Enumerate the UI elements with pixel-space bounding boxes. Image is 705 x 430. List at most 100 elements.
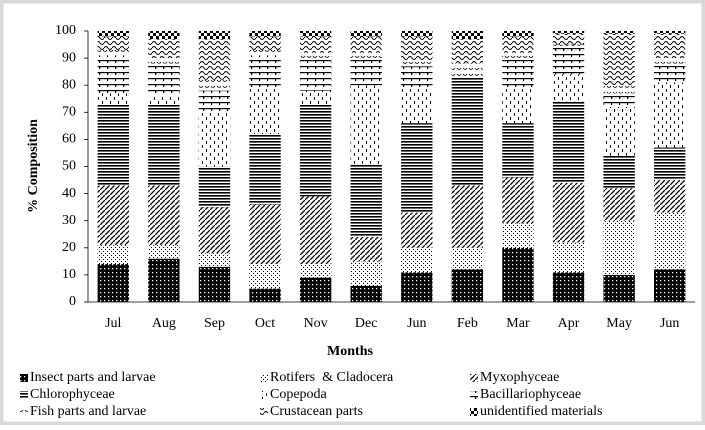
bar-segment [198, 266, 231, 302]
bar-segment [603, 155, 635, 189]
legend-swatch [20, 374, 28, 382]
bar-segment [350, 58, 382, 86]
bar-segment [249, 49, 281, 56]
bar-segment [502, 177, 534, 224]
bar-segment [451, 39, 484, 64]
bar-segment [552, 44, 585, 48]
bar-segment [552, 272, 585, 302]
bar-segment [350, 285, 382, 302]
bar-segment [299, 264, 332, 278]
bar-segment [198, 112, 231, 167]
bar-segment [350, 163, 382, 237]
bar-segment [401, 247, 433, 273]
bar-segment [654, 31, 686, 34]
x-tick-label: Apr [558, 316, 580, 331]
legend-label: Crustacean parts [270, 404, 363, 419]
y-tick-label: 90 [62, 50, 76, 65]
legend-swatch [260, 391, 268, 399]
bar-segment [97, 245, 129, 265]
x-tick-label: Mar [506, 316, 530, 331]
legend-swatch [470, 374, 478, 382]
bar-segment [299, 52, 332, 59]
bar-segment [401, 87, 433, 124]
x-tick-label: Jun [660, 316, 679, 331]
bar-segment [249, 36, 281, 50]
y-tick-label: 80 [62, 77, 76, 92]
bar-segment [603, 220, 635, 275]
legend-swatch [260, 408, 268, 416]
bar-segment [350, 236, 382, 262]
y-tick-label: 70 [62, 105, 76, 120]
bar-segment [654, 82, 686, 148]
y-tick-label: 0 [69, 294, 76, 309]
bar-segment [198, 253, 231, 267]
bar-segment [552, 47, 585, 75]
legend-swatch [260, 374, 268, 382]
y-tick-label: 40 [62, 186, 76, 201]
bar-segment [148, 58, 180, 64]
x-tick-label: Dec [355, 316, 378, 331]
bar-segment [654, 63, 686, 83]
bar-segment [552, 74, 585, 102]
bar-segment [502, 87, 534, 124]
bar-segment [148, 104, 180, 186]
legend-label: Bacillariophyceae [480, 387, 581, 402]
bar-segment [552, 33, 585, 45]
bar-segment [401, 123, 433, 213]
bar-segment [502, 36, 534, 53]
bar-segment [654, 58, 686, 64]
bar-segment [148, 245, 180, 259]
y-axis-title: % Composition [26, 119, 41, 213]
bar-segment [654, 180, 686, 213]
bar-segment [401, 31, 433, 37]
bar-segment [603, 31, 635, 34]
bar-segment [350, 261, 382, 286]
bar-segment [552, 101, 585, 183]
bar-segment [552, 242, 585, 273]
bar-segment [198, 207, 231, 254]
bar-segment [148, 185, 180, 246]
bar-segment [249, 87, 281, 134]
bar-segment [97, 93, 129, 105]
x-tick-label: Sep [204, 316, 225, 331]
bar-segment [451, 185, 484, 248]
legend-label: unidentified materials [480, 404, 602, 419]
bar-segment [603, 33, 635, 86]
bar-segment [502, 31, 534, 37]
legend-label: Fish parts and larvae [30, 404, 146, 419]
bar-segment [502, 58, 534, 88]
y-tick-label: 60 [62, 132, 76, 147]
bar-segment [299, 31, 332, 37]
bar-segment [299, 277, 332, 302]
bar-segment [502, 123, 534, 178]
x-tick-label: Nov [304, 316, 328, 331]
bar-segment [654, 33, 686, 59]
bar-segment [97, 264, 129, 302]
bar-segment [198, 166, 231, 208]
bar-segment [299, 36, 332, 53]
bar-segment [148, 258, 180, 302]
bar-segment [603, 274, 635, 302]
bar-segment [299, 58, 332, 91]
bar-segment [148, 31, 180, 40]
bar-segment [552, 31, 585, 34]
bar-segment [451, 77, 484, 186]
x-tick-label: Feb [457, 316, 478, 331]
legend-swatch [470, 391, 478, 399]
bar-segment [198, 90, 231, 113]
bar-segment [249, 133, 281, 205]
bar-segment [401, 60, 433, 67]
bar-segment [299, 196, 332, 265]
bar-segment [451, 269, 484, 302]
bar-segment [249, 288, 281, 302]
bar-segment [401, 212, 433, 248]
bar-segment [401, 66, 433, 88]
bar-segment [148, 39, 180, 59]
bar-segment [451, 247, 484, 270]
bar-segment [502, 52, 534, 59]
legend-label: Rotifers & Cladocera [270, 370, 394, 385]
bar-segment [603, 85, 635, 94]
bar-segment [654, 147, 686, 181]
x-tick-label: May [606, 316, 632, 331]
bar-segment [249, 55, 281, 88]
